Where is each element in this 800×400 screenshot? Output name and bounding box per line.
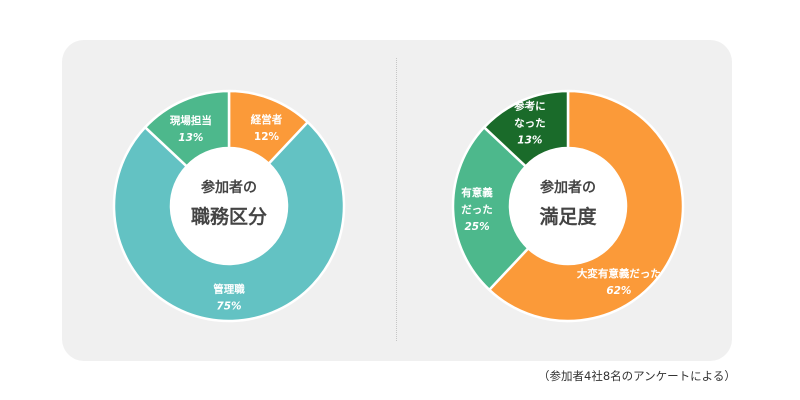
role-slice-label-3: 現場担当 — [170, 114, 212, 127]
survey-footnote: （参加者4社8名のアンケートによる） — [538, 369, 736, 383]
satisfaction-slice-label-1: 大変有意義だった — [577, 267, 661, 280]
panel-divider — [396, 58, 397, 341]
role-slice-percent-3: 13% — [178, 132, 203, 144]
satisfaction-center-title: 参加者の — [540, 179, 596, 196]
role-slice-label-2: 管理職 — [213, 283, 245, 296]
role-slice-percent-2: 75% — [216, 301, 241, 313]
satisfaction-slice-label-2: 有意義だった — [461, 186, 493, 216]
satisfaction-center-subtitle: 満足度 — [539, 205, 597, 228]
role-center-title: 参加者の — [201, 179, 257, 196]
satisfaction-slice-label-3: 参考になった — [514, 99, 546, 129]
role-slice-label-1: 経営者 — [251, 113, 283, 126]
satisfaction-slice-percent-3: 13% — [517, 134, 542, 146]
role-slice-percent-1: 12% — [254, 131, 280, 143]
role-center-disc — [171, 148, 287, 264]
role-center-subtitle: 職務区分 — [191, 205, 267, 228]
satisfaction-slice-percent-2: 25% — [464, 221, 489, 233]
satisfaction-slice-percent-1: 62% — [606, 285, 631, 297]
satisfaction-center-disc — [510, 148, 626, 264]
satisfaction-slice-2 — [451, 126, 530, 292]
